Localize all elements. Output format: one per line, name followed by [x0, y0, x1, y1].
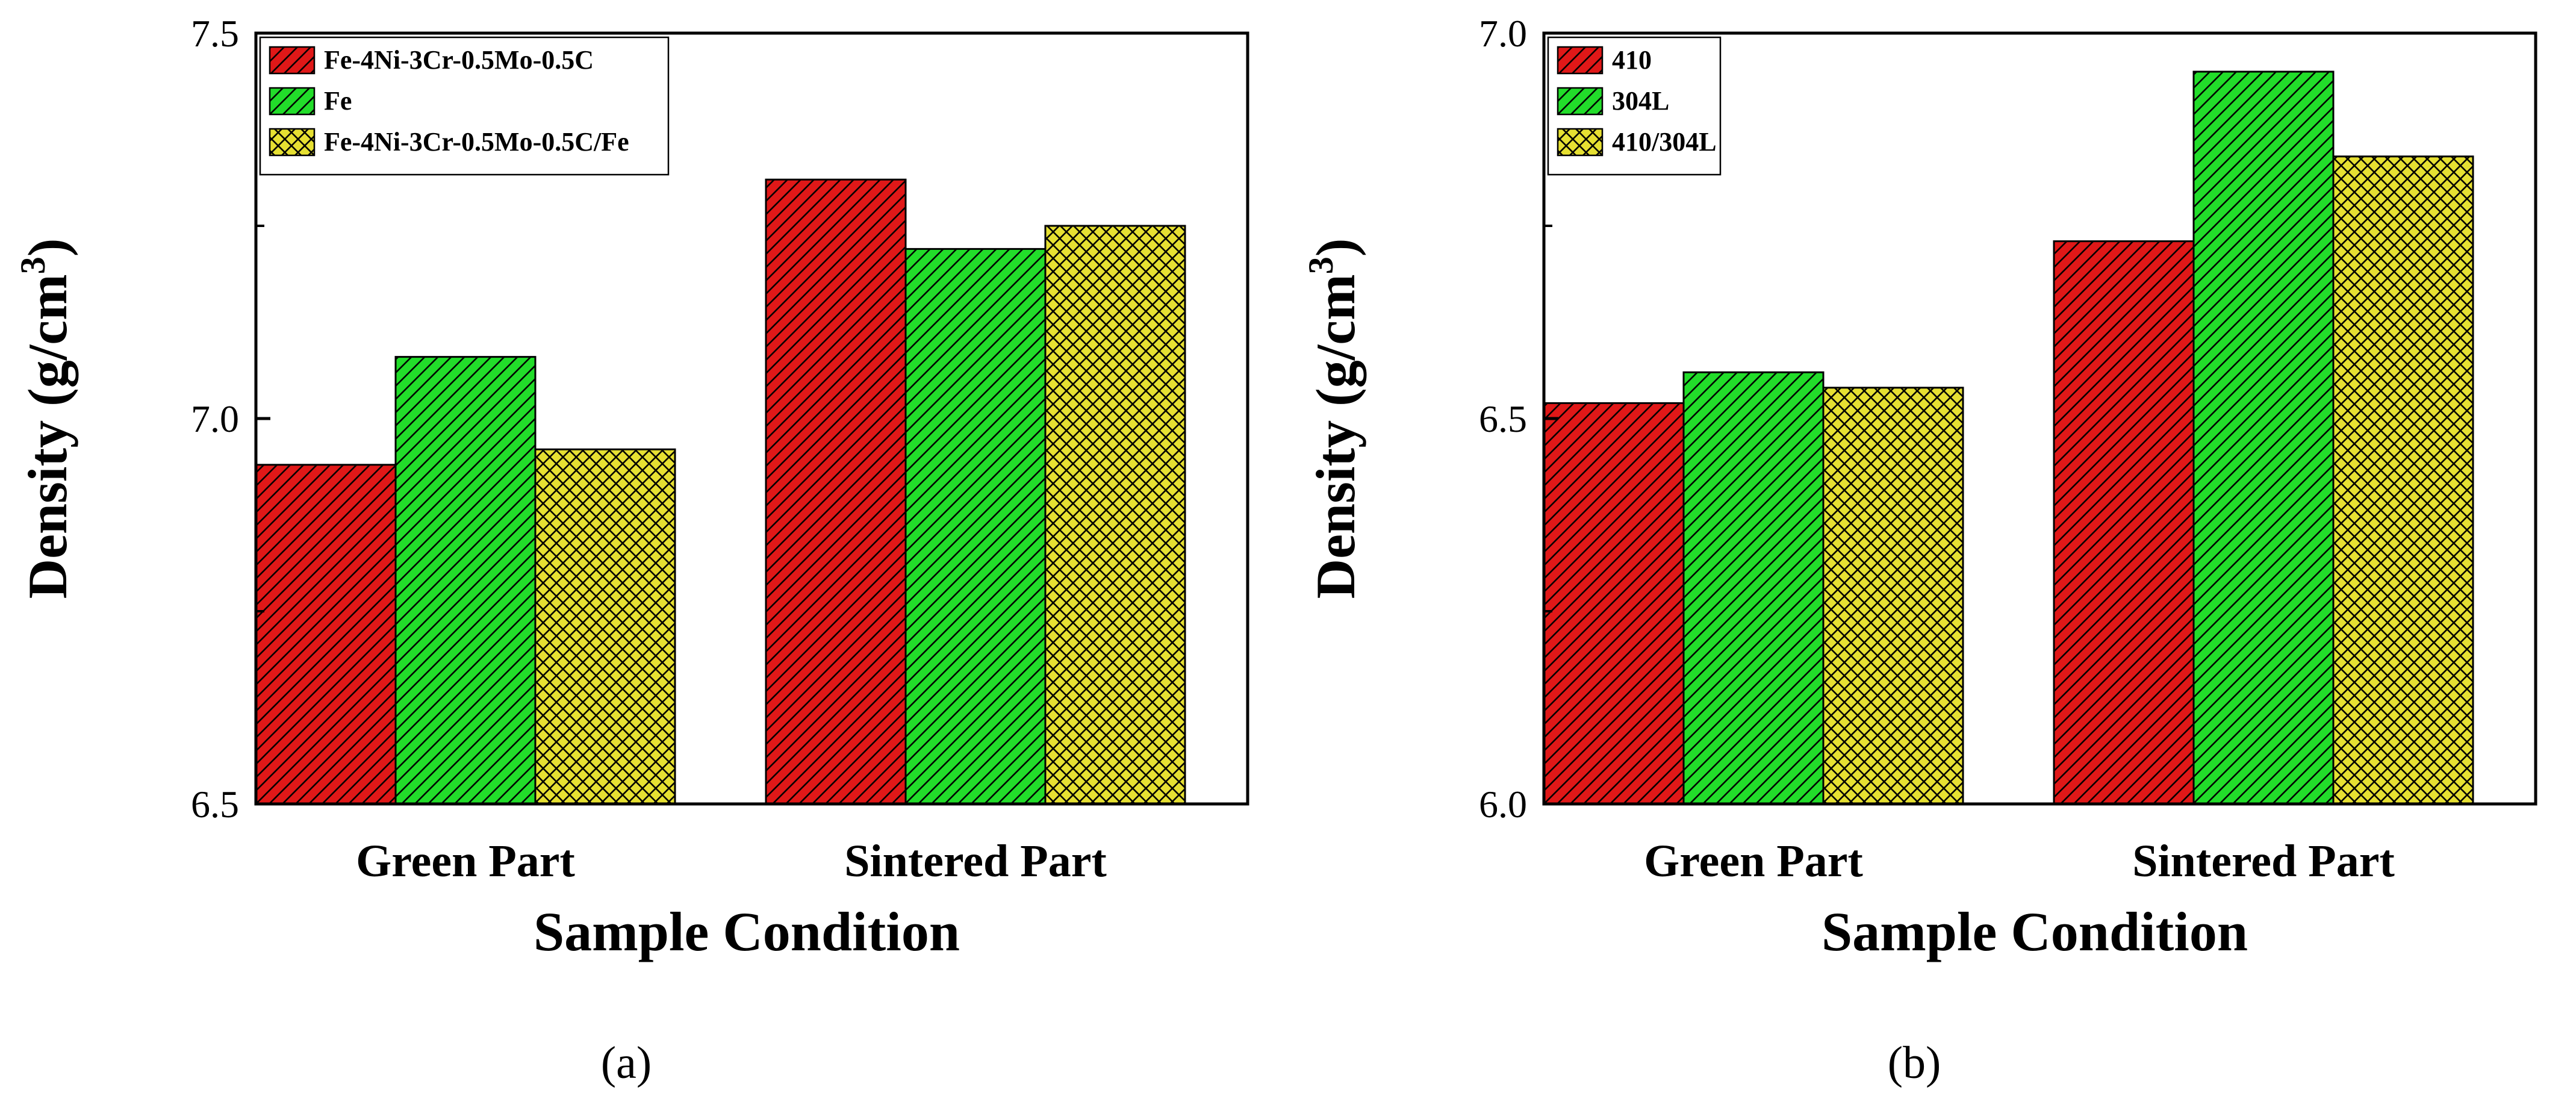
bar-green-part-series-2: [1682, 371, 1825, 805]
legend-swatch: [269, 46, 316, 75]
y-axis-title-superscript: 3: [13, 257, 52, 274]
legend-label: 410/304L: [1612, 127, 1717, 157]
legend-swatch: [1557, 46, 1604, 75]
legend-label: 410: [1612, 45, 1652, 75]
bar-sintered-part-series-3: [2332, 155, 2474, 805]
legend-swatch: [269, 128, 316, 157]
bar-chart-a: 6.5 7.0 7.5 Green Part Sintered Part Sample C…: [13, 12, 1249, 1088]
y-tick-label: 6.5: [1479, 397, 1527, 440]
y-axis-title-end: ): [1305, 238, 1366, 257]
legend: 410 304L 410/304L: [1547, 36, 1722, 176]
y-axis-title-superscript: 3: [1301, 257, 1340, 274]
chart-panel-b: 6.0 6.5 7.0 Green Part Sintered Part Sample C…: [1288, 0, 2576, 1093]
legend-label: Fe-4Ni-3Cr-0.5Mo-0.5C/Fe: [324, 127, 629, 157]
y-axis-title-main: Density (g/cm: [17, 274, 78, 599]
y-tick-label: 6.0: [1479, 783, 1527, 826]
bar-sintered-part-series-2: [904, 248, 1047, 805]
legend-label: Fe: [324, 86, 352, 116]
bar-green-part-series-1: [255, 464, 397, 805]
legend: Fe-4Ni-3Cr-0.5Mo-0.5C Fe Fe-4Ni-3Cr-0.5Mo-…: [259, 36, 670, 176]
legend-swatch: [269, 87, 316, 116]
y-tick-label: 7.0: [1479, 12, 1527, 55]
y-tick-label: 7.5: [191, 12, 239, 55]
legend-box: [259, 36, 670, 176]
subfigure-label: (b): [1888, 1038, 1941, 1088]
subfigure-label: (a): [601, 1038, 652, 1088]
bar-green-part-series-3: [1822, 387, 1964, 805]
y-tick-label: 6.5: [191, 783, 239, 826]
bar-chart-b: 6.0 6.5 7.0 Green Part Sintered Part Sample C…: [1301, 12, 2537, 1088]
y-axis-title: Density (g/cm3): [13, 238, 78, 599]
legend-label: 304L: [1612, 86, 1669, 116]
legend-swatch: [1557, 128, 1604, 157]
x-category-label: Green Part: [356, 836, 575, 886]
bar-sintered-part-series-1: [2053, 240, 2195, 805]
bar-sintered-part-series-2: [2192, 70, 2335, 805]
bar-green-part-series-1: [1543, 402, 1685, 805]
x-axis-title: Sample Condition: [534, 901, 960, 962]
y-axis-title: Density (g/cm3): [1301, 238, 1366, 599]
y-axis-title-main: Density (g/cm: [1305, 274, 1366, 599]
bar-green-part-series-2: [394, 356, 537, 805]
bar-sintered-part-series-1: [765, 178, 907, 805]
x-category-label: Sintered Part: [844, 836, 1107, 886]
y-tick-label: 7.0: [191, 397, 239, 440]
chart-panel-a: 6.5 7.0 7.5 Green Part Sintered Part Sample C…: [13, 12, 1249, 1088]
bar-sintered-part-series-3: [1044, 225, 1186, 805]
bar-green-part-series-3: [534, 448, 676, 805]
legend-swatch: [1557, 87, 1604, 116]
x-category-label: Sintered Part: [2132, 836, 2395, 886]
x-axis-title: Sample Condition: [1822, 901, 2248, 962]
x-category-label: Green Part: [1644, 836, 1863, 886]
y-axis-title-end: ): [17, 238, 78, 257]
legend-label: Fe-4Ni-3Cr-0.5Mo-0.5C: [324, 45, 594, 75]
